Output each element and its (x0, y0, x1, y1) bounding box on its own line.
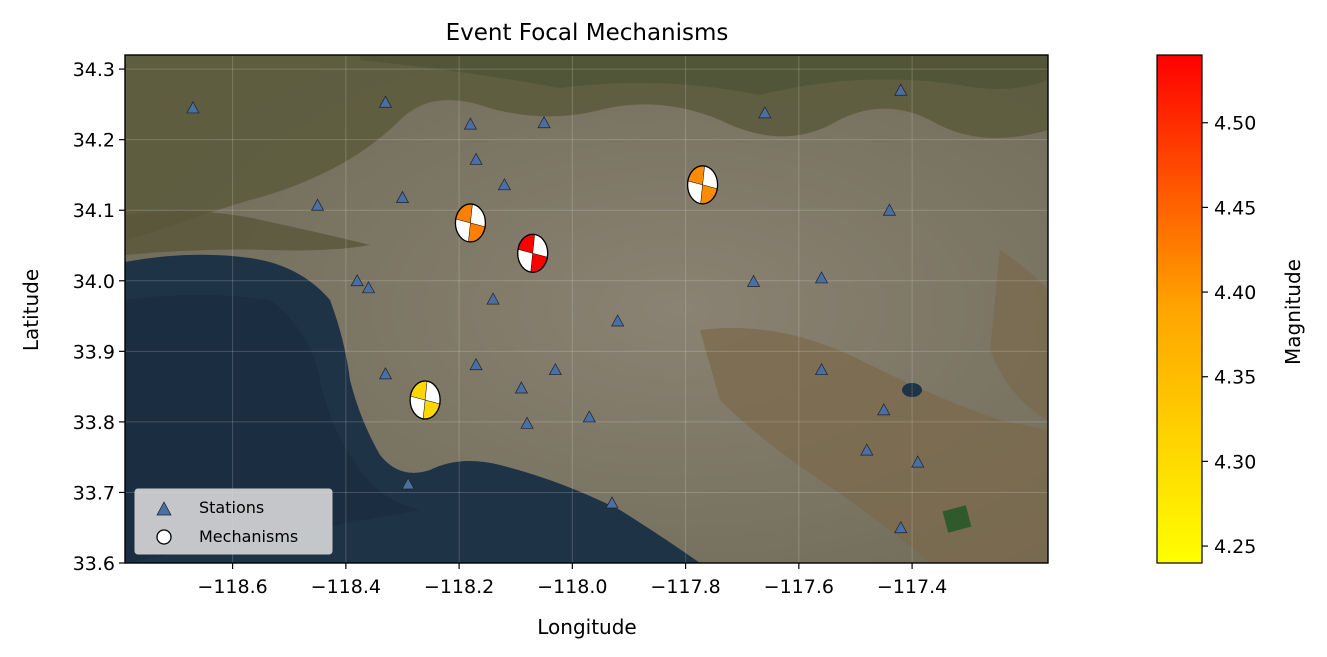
y-axis-label: Latitude (19, 269, 43, 351)
y-tick-label: 34.3 (73, 59, 115, 81)
colorbar-tick-label: 4.30 (1214, 451, 1256, 473)
y-tick-label: 33.8 (73, 412, 115, 434)
mechanism-beachball (686, 165, 719, 205)
legend-box (134, 488, 333, 555)
station-marker (469, 358, 483, 371)
legend-label-stations: Stations (199, 498, 264, 517)
station-marker (378, 367, 393, 380)
station-marker (605, 496, 619, 509)
colorbar-tick-label: 4.50 (1214, 113, 1256, 135)
station-marker (746, 274, 761, 287)
stations-layer (186, 83, 925, 534)
station-marker (463, 117, 478, 130)
colorbar-tick-label: 4.25 (1214, 536, 1256, 558)
y-tick-label: 34.2 (73, 130, 115, 152)
station-marker (814, 271, 829, 284)
legend-label-mechanisms: Mechanisms (199, 527, 298, 546)
station-marker (486, 292, 500, 305)
station-marker (186, 101, 200, 114)
chart-title: Event Focal Mechanisms (446, 20, 729, 46)
legend-station-icon (156, 501, 172, 516)
station-marker (758, 106, 772, 119)
y-tick-label: 33.7 (73, 482, 115, 504)
colorbar-label: Magnitude (1281, 259, 1305, 365)
station-marker (548, 362, 562, 376)
y-tick-label: 33.9 (73, 341, 115, 363)
station-marker (814, 362, 829, 376)
station-marker (911, 455, 925, 468)
station-marker (860, 443, 874, 456)
station-marker (894, 83, 908, 96)
x-tick-label: −118.0 (537, 576, 607, 598)
y-axis-ticks: 33.6 33.7 33.8 33.9 34.0 34.1 34.2 34.3 (73, 59, 125, 575)
station-marker (310, 198, 325, 211)
legend: Stations Mechanisms (134, 488, 333, 555)
station-marker (361, 281, 376, 294)
y-tick-label: 33.6 (73, 553, 115, 575)
legend-mechanism-icon (156, 529, 172, 545)
x-tick-label: −117.6 (764, 576, 834, 598)
map-panel: −118.6 −118.4 −118.2 −118.0 −117.8 −117.6 −117… (19, 20, 1049, 639)
station-marker (582, 410, 596, 423)
x-axis-label: Longitude (537, 615, 636, 639)
station-marker (395, 190, 410, 203)
colorbar: 4.25 4.30 4.35 4.40 4.45 4.50 Magnitude (1156, 54, 1305, 564)
station-marker (520, 416, 534, 429)
station-marker (401, 477, 415, 490)
mechanism-beachball (409, 380, 441, 420)
station-marker (537, 116, 551, 129)
x-tick-label: −118.6 (197, 576, 267, 598)
station-marker (514, 381, 528, 394)
mechanism-beachball (454, 203, 487, 243)
satellite-basemap (125, 55, 1048, 563)
mechanisms-layer (409, 165, 719, 420)
x-tick-label: −118.2 (424, 576, 494, 598)
station-marker (611, 314, 625, 327)
colorbar-ticks: 4.25 4.30 4.35 4.40 4.45 4.50 (1202, 113, 1256, 558)
station-marker (378, 95, 393, 108)
map-frame (124, 54, 1049, 564)
colorbar-tick-label: 4.45 (1214, 197, 1256, 219)
y-tick-label: 34.0 (73, 271, 115, 293)
colorbar-tick-label: 4.35 (1214, 367, 1256, 389)
station-marker (882, 203, 897, 216)
station-marker (497, 178, 511, 191)
station-marker (877, 403, 891, 416)
mechanism-beachball (517, 233, 549, 273)
y-tick-label: 34.1 (73, 200, 115, 222)
x-tick-label: −117.8 (650, 576, 720, 598)
station-marker (894, 520, 908, 534)
colorbar-tick-label: 4.40 (1214, 282, 1256, 304)
x-axis-ticks: −118.6 −118.4 −118.2 −118.0 −117.8 −117.6 −117… (197, 563, 947, 598)
station-marker (350, 274, 364, 287)
x-tick-label: −117.4 (877, 576, 947, 598)
x-tick-label: −118.4 (311, 576, 381, 598)
colorbar-gradient (1156, 54, 1203, 564)
station-marker (469, 152, 483, 165)
